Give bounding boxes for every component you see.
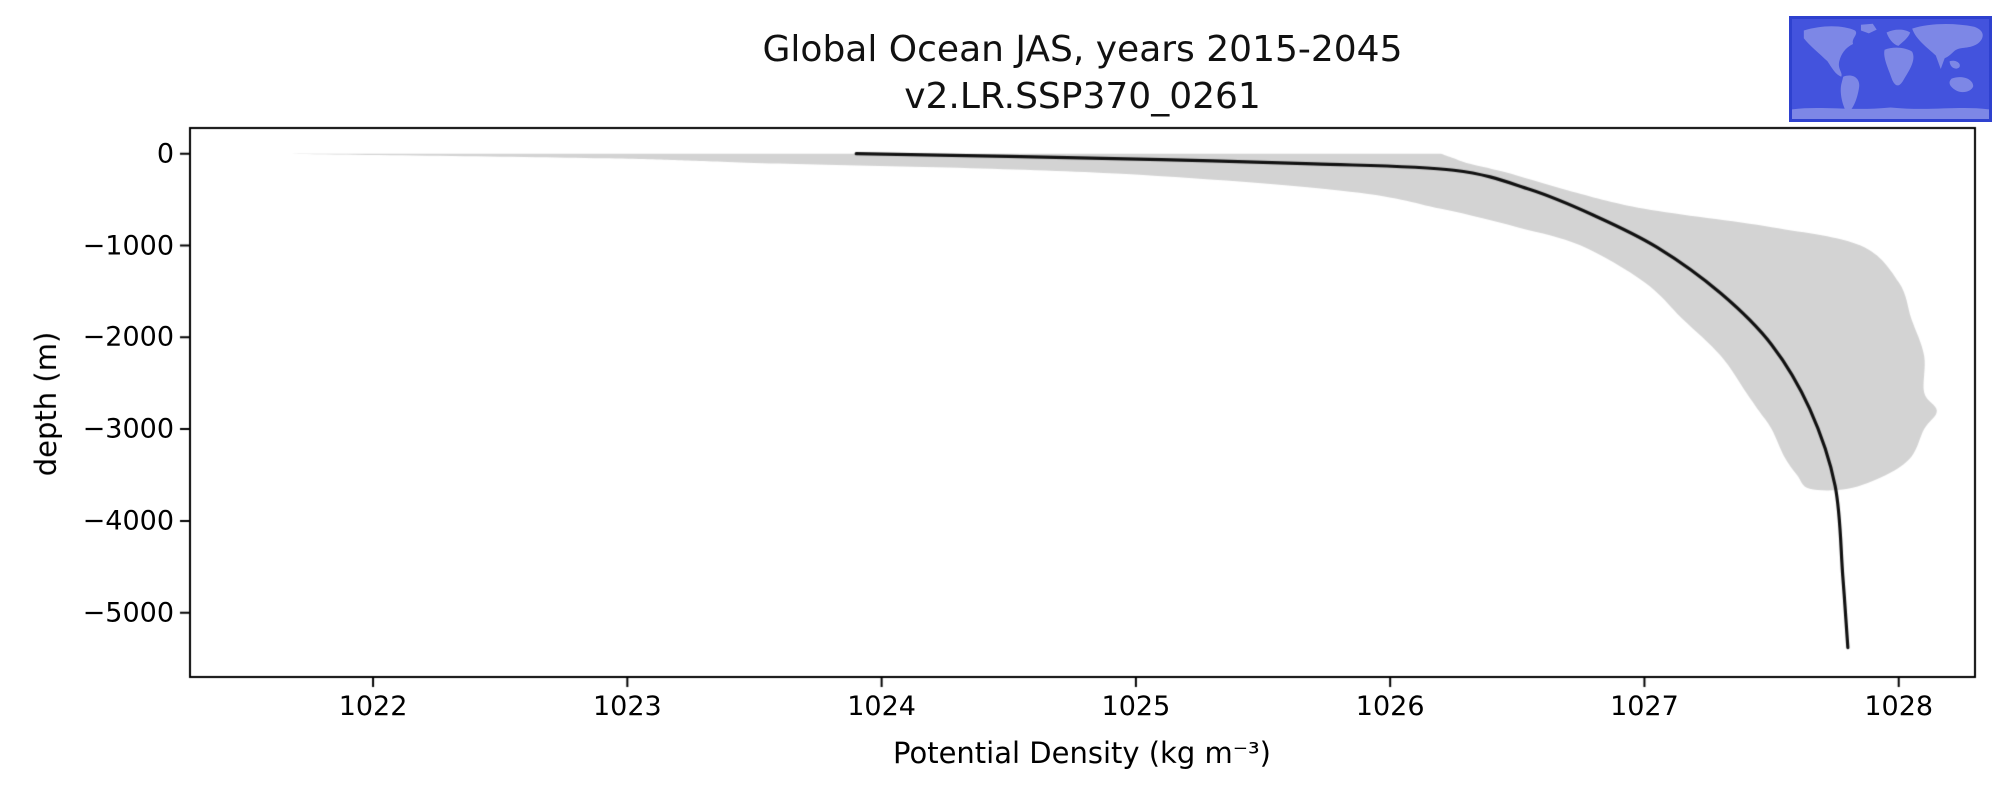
- landmass-india: [1935, 55, 1946, 69]
- x-tick-label: 1022: [338, 691, 408, 722]
- x-tick-label: 1027: [1610, 691, 1679, 722]
- world-map-inset: [1789, 16, 1992, 122]
- landmass-southeast-asia: [1949, 60, 1960, 69]
- landmass-south-america: [1840, 75, 1860, 114]
- landmass-africa: [1884, 47, 1914, 86]
- landmass-asia: [1912, 24, 1983, 59]
- y-axis-label: depth (m): [29, 331, 63, 477]
- x-tick-label: 1028: [1864, 691, 1934, 722]
- world-map: [1792, 19, 1989, 119]
- landmass-north-america: [1803, 26, 1857, 77]
- x-tick-label: 1026: [1355, 691, 1425, 722]
- landmass-europe: [1886, 29, 1911, 46]
- y-tick-label: −5000: [82, 597, 174, 629]
- y-tick-label: 0: [156, 138, 174, 170]
- x-axis-label: Potential Density (kg m⁻³): [893, 736, 1271, 770]
- y-tick-label: −3000: [82, 413, 174, 445]
- y-tick-label: −2000: [82, 321, 174, 353]
- y-tick-label: −1000: [82, 230, 174, 261]
- landmass-antarctica: [1792, 107, 1989, 119]
- map-landmasses: [1792, 23, 1989, 119]
- x-tick-label: 1025: [1101, 691, 1171, 722]
- x-tick-label: 1024: [847, 691, 916, 722]
- x-tick-label: 1023: [592, 691, 662, 722]
- landmass-australia: [1949, 77, 1974, 93]
- landmass-greenland: [1860, 23, 1877, 34]
- y-tick-label: −4000: [82, 505, 174, 537]
